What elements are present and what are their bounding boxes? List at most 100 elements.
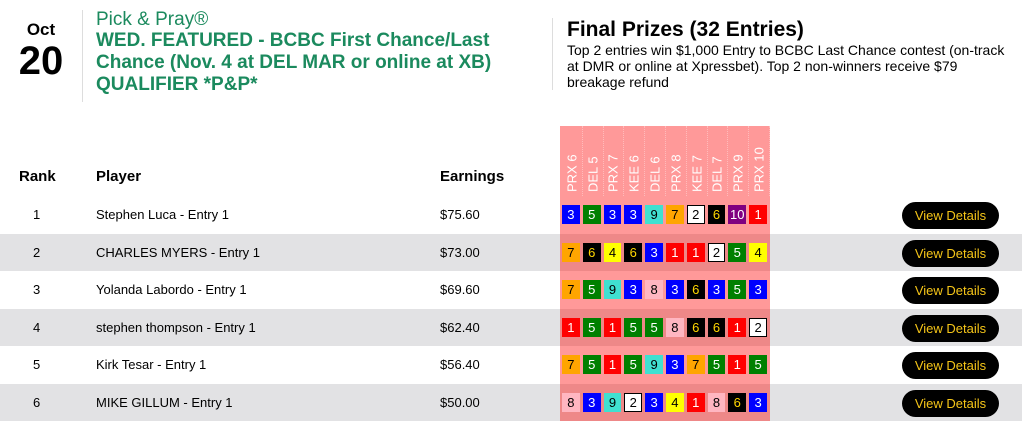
pick-badge: 1 [687, 393, 705, 412]
race-column-header: DEL 6 [645, 126, 666, 196]
race-column-header: DEL 7 [708, 126, 729, 196]
pick-badge: 2 [687, 205, 705, 224]
pick-badge: 1 [749, 205, 767, 224]
pick-badge: 4 [666, 393, 684, 412]
prizes-panel: Final Prizes (32 Entries) Top 2 entries … [567, 18, 1017, 90]
pick-badge: 7 [562, 280, 580, 299]
pick-badge: 3 [749, 393, 767, 412]
rank-header: Rank [19, 168, 56, 185]
earnings-cell: $56.40 [440, 346, 480, 384]
pick-badge: 3 [645, 393, 663, 412]
player-cell: Kirk Tesar - Entry 1 [96, 346, 206, 384]
pick-badge: 7 [562, 243, 580, 262]
pick-badge: 2 [708, 243, 726, 262]
view-details-button[interactable]: View Details [902, 277, 999, 304]
pick-badge: 5 [583, 318, 601, 337]
pick-badge: 3 [666, 280, 684, 299]
pick-badge: 5 [624, 318, 642, 337]
race-column-header: PRX 8 [666, 126, 687, 196]
pick-badge: 9 [604, 393, 622, 412]
pick-badge: 3 [624, 205, 642, 224]
pick-badge: 6 [708, 318, 726, 337]
pick-badge: 4 [749, 243, 767, 262]
player-cell: MIKE GILLUM - Entry 1 [96, 384, 233, 421]
pick-badge: 5 [624, 355, 642, 374]
view-details-button[interactable]: View Details [902, 390, 999, 417]
race-label: KEE 7 [689, 155, 704, 192]
race-column-header: KEE 7 [687, 126, 708, 196]
pick-badge: 1 [562, 318, 580, 337]
pick-badge: 9 [645, 355, 663, 374]
pick-badge: 3 [604, 205, 622, 224]
pick-badge: 5 [749, 355, 767, 374]
pick-badge: 8 [666, 318, 684, 337]
pick-badge: 6 [583, 243, 601, 262]
pick-badge: 6 [728, 393, 746, 412]
view-details-button[interactable]: View Details [902, 352, 999, 379]
rank-cell: 1 [33, 196, 40, 234]
contest-name: WED. FEATURED - BCBC First Chance/Last C… [96, 30, 546, 96]
pick-badge: 1 [666, 243, 684, 262]
rank-cell: 3 [33, 271, 40, 309]
race-label: PRX 7 [606, 154, 621, 192]
contest-brand: Pick & Pray® [96, 9, 546, 30]
rank-cell: 4 [33, 309, 40, 347]
view-details-button[interactable]: View Details [902, 240, 999, 267]
player-cell: CHARLES MYERS - Entry 1 [96, 234, 260, 272]
rank-cell: 5 [33, 346, 40, 384]
race-label: PRX 9 [731, 154, 746, 192]
race-label: DEL 5 [585, 156, 600, 192]
pick-badge: 7 [666, 205, 684, 224]
pick-badge: 10 [728, 205, 746, 224]
pick-badge: 3 [562, 205, 580, 224]
race-label: PRX 8 [668, 154, 683, 192]
pick-badge: 2 [624, 393, 642, 412]
pick-badge: 3 [583, 393, 601, 412]
contest-title: Pick & Pray® WED. FEATURED - BCBC First … [96, 9, 546, 96]
rank-cell: 6 [33, 384, 40, 421]
pick-badge: 1 [728, 318, 746, 337]
prizes-title: Final Prizes (32 Entries) [567, 18, 1017, 42]
pick-badge: 8 [645, 280, 663, 299]
divider [82, 10, 83, 102]
race-label: DEL 7 [710, 156, 725, 192]
pick-badge: 6 [624, 243, 642, 262]
earnings-header: Earnings [440, 168, 504, 185]
pick-badge: 8 [562, 393, 580, 412]
race-label: PRX 6 [564, 154, 579, 192]
rank-cell: 2 [33, 234, 40, 272]
pick-badge: 1 [687, 243, 705, 262]
race-column-header: PRX 6 [562, 126, 583, 196]
pick-badge: 6 [687, 318, 705, 337]
pick-badge: 1 [604, 318, 622, 337]
race-label: DEL 6 [648, 156, 663, 192]
pick-badge: 5 [708, 355, 726, 374]
pick-badge: 6 [687, 280, 705, 299]
date-day: 20 [0, 40, 82, 82]
pick-badge: 6 [708, 205, 726, 224]
view-details-button[interactable]: View Details [902, 315, 999, 342]
pick-badge: 5 [583, 205, 601, 224]
race-column-header: KEE 6 [624, 126, 645, 196]
pick-badge: 3 [666, 355, 684, 374]
view-details-button[interactable]: View Details [902, 202, 999, 229]
pick-badge: 5 [583, 280, 601, 299]
prizes-description: Top 2 entries win $1,000 Entry to BCBC L… [567, 42, 1017, 90]
race-column-header: DEL 5 [583, 126, 604, 196]
pick-badge: 7 [562, 355, 580, 374]
pick-badge: 7 [687, 355, 705, 374]
pick-badge: 3 [624, 280, 642, 299]
player-header: Player [96, 168, 141, 185]
date-month: Oct [0, 18, 82, 40]
